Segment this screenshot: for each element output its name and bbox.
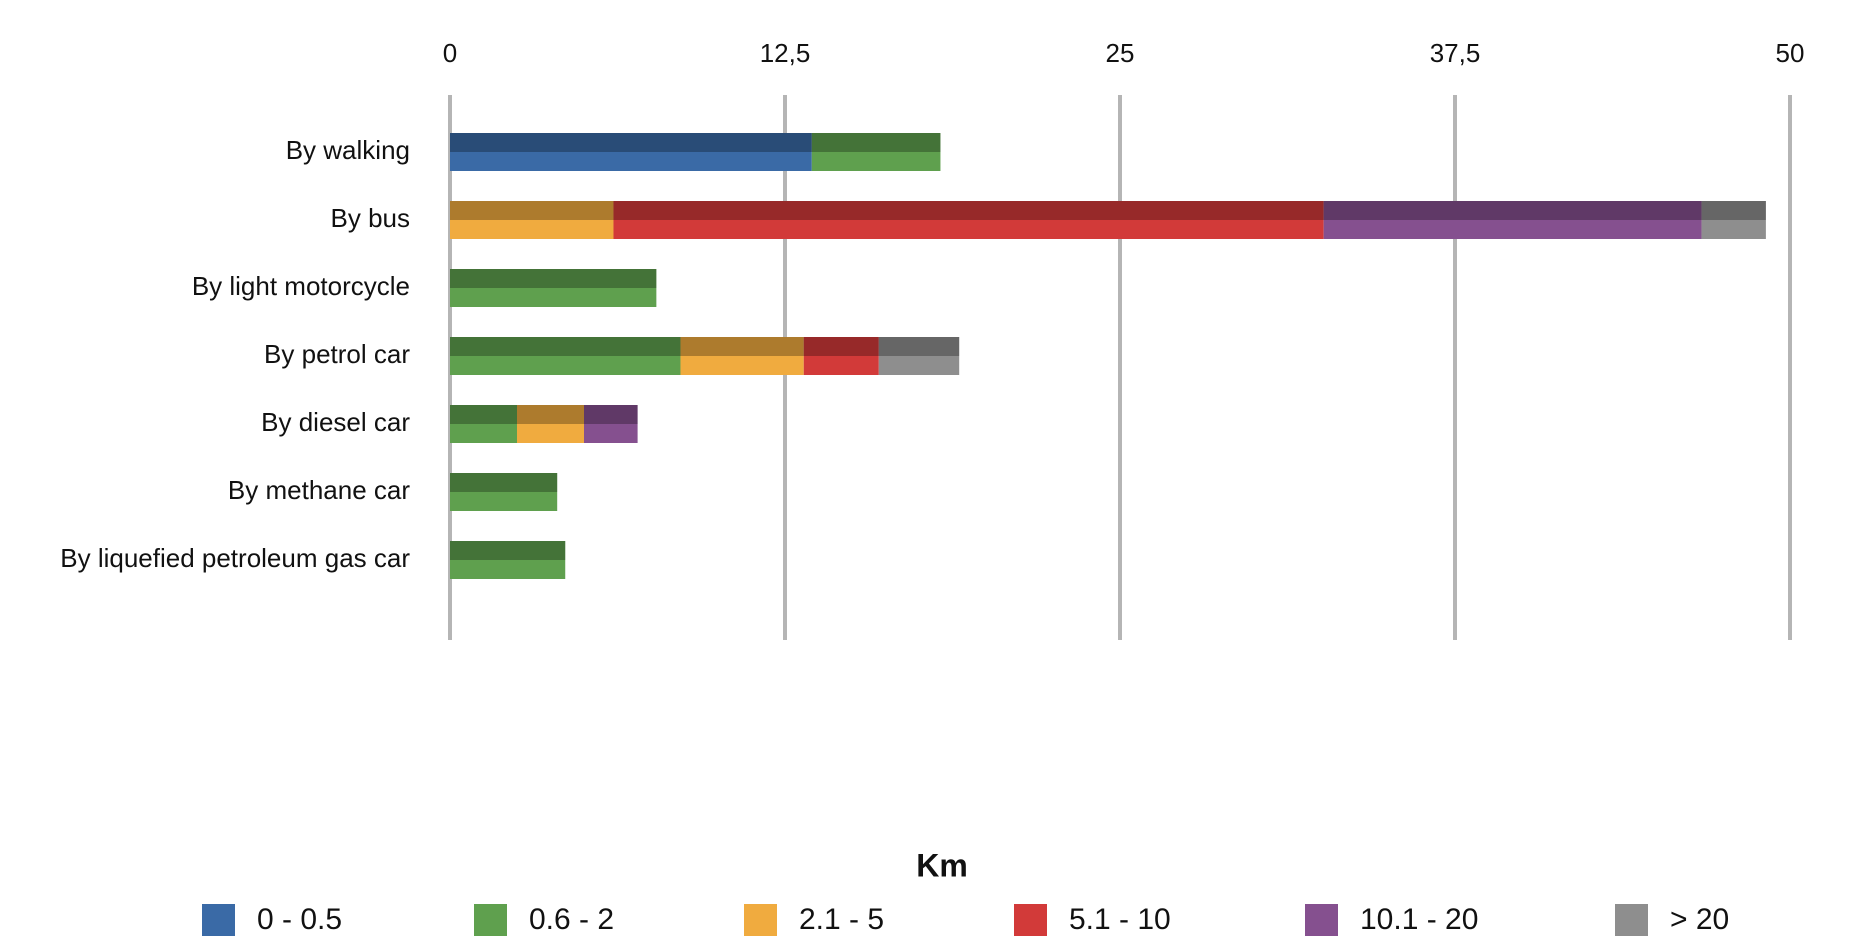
- legend-label: 10.1 - 20: [1360, 903, 1478, 936]
- legend-label: 5.1 - 10: [1069, 903, 1171, 936]
- x-tick-label: 12,5: [760, 38, 811, 68]
- bar-segment: [811, 133, 941, 171]
- x-tick-label: 25: [1106, 38, 1135, 68]
- bar-segment: [450, 541, 566, 579]
- legend-label: > 20: [1670, 903, 1729, 936]
- legend-label: 0.6 - 2: [529, 903, 614, 936]
- legend-swatch: [1014, 904, 1047, 936]
- y-tick-label: By light motorcycle: [192, 271, 410, 301]
- bar-segment: [450, 269, 657, 307]
- y-tick-label: By petrol car: [264, 339, 410, 369]
- bar-gloss: [450, 405, 638, 424]
- y-tick-label: By bus: [331, 203, 411, 233]
- y-tick-label: By liquefied petroleum gas car: [60, 543, 410, 573]
- bar-segment: [878, 337, 960, 375]
- x-tick-label: 50: [1776, 38, 1805, 68]
- bar-group: [450, 269, 657, 307]
- bar-segment: [1323, 201, 1702, 239]
- bar-segment: [584, 405, 638, 443]
- bar-segment: [450, 405, 517, 443]
- bar-segment: [450, 473, 558, 511]
- legend-title: Km: [916, 847, 968, 883]
- bar-group: [450, 133, 941, 171]
- x-tick-label: 0: [443, 38, 457, 68]
- legend-swatch: [1305, 904, 1338, 936]
- y-tick-label: By walking: [286, 135, 410, 165]
- bar-segment: [613, 201, 1324, 239]
- x-tick-label: 37,5: [1430, 38, 1481, 68]
- bar-gloss: [450, 541, 566, 560]
- legend-label: 0 - 0.5: [257, 903, 342, 936]
- bar-gloss: [450, 337, 960, 356]
- bar-segment: [680, 337, 804, 375]
- bar-segment: [450, 337, 681, 375]
- bar-gloss: [450, 201, 1766, 220]
- bar-group: [450, 405, 638, 443]
- legend-swatch: [474, 904, 507, 936]
- bar-group: [450, 337, 960, 375]
- bar-segment: [803, 337, 879, 375]
- bar-segment: [450, 201, 614, 239]
- legend-swatch: [202, 904, 235, 936]
- bar-gloss: [450, 269, 657, 288]
- bar-segment: [517, 405, 584, 443]
- legend-label: 2.1 - 5: [799, 903, 884, 936]
- bar-gloss: [450, 133, 941, 152]
- bar-segment: [450, 133, 812, 171]
- bar-group: [450, 541, 566, 579]
- bar-group: [450, 473, 558, 511]
- bar-group: [450, 201, 1766, 239]
- y-tick-label: By diesel car: [261, 407, 410, 437]
- bar-segment: [1701, 201, 1766, 239]
- y-tick-label: By methane car: [228, 475, 410, 505]
- legend-swatch: [1615, 904, 1648, 936]
- bar-gloss: [450, 473, 558, 492]
- legend-swatch: [744, 904, 777, 936]
